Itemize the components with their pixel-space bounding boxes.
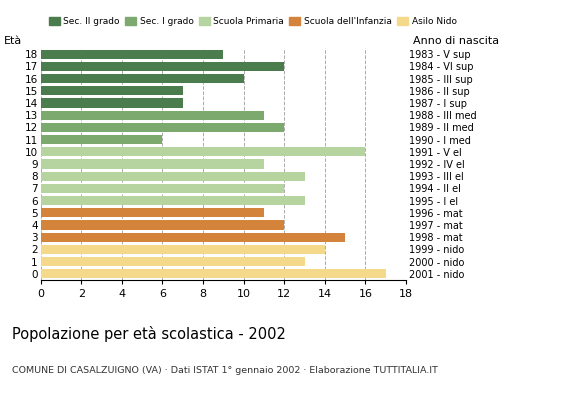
Bar bbox=[41, 245, 325, 254]
Bar bbox=[41, 74, 244, 83]
Bar bbox=[41, 110, 264, 120]
Bar bbox=[41, 220, 284, 230]
Bar bbox=[41, 50, 223, 59]
Bar bbox=[41, 86, 183, 95]
Bar bbox=[41, 135, 162, 144]
Bar bbox=[41, 123, 284, 132]
Bar bbox=[41, 257, 305, 266]
Bar bbox=[41, 172, 305, 181]
Bar bbox=[41, 208, 264, 218]
Bar bbox=[41, 160, 264, 168]
Bar bbox=[41, 196, 305, 205]
Bar bbox=[41, 98, 183, 108]
Bar bbox=[41, 233, 345, 242]
Bar bbox=[41, 269, 386, 278]
Text: Età: Età bbox=[4, 36, 22, 46]
Text: Anno di nascita: Anno di nascita bbox=[414, 36, 499, 46]
Legend: Sec. II grado, Sec. I grado, Scuola Primaria, Scuola dell'Infanzia, Asilo Nido: Sec. II grado, Sec. I grado, Scuola Prim… bbox=[45, 13, 460, 30]
Bar bbox=[41, 147, 365, 156]
Bar bbox=[41, 184, 284, 193]
Text: Popolazione per età scolastica - 2002: Popolazione per età scolastica - 2002 bbox=[12, 326, 285, 342]
Text: COMUNE DI CASALZUIGNO (VA) · Dati ISTAT 1° gennaio 2002 · Elaborazione TUTTITALI: COMUNE DI CASALZUIGNO (VA) · Dati ISTAT … bbox=[12, 366, 437, 375]
Bar bbox=[41, 62, 284, 71]
